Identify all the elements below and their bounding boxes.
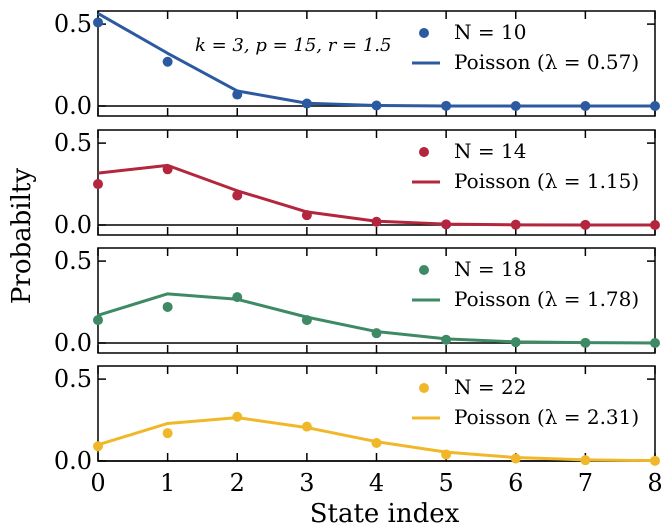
data-point bbox=[510, 101, 521, 111]
legend-marker bbox=[419, 383, 429, 393]
legend-marker bbox=[419, 147, 429, 157]
data-point bbox=[580, 337, 591, 348]
x-tick-label: 1 bbox=[160, 469, 175, 497]
data-point bbox=[93, 179, 103, 190]
legend-points-label: N = 22 bbox=[454, 375, 526, 399]
data-point bbox=[441, 100, 452, 111]
data-point bbox=[371, 328, 382, 339]
data-point bbox=[371, 216, 382, 227]
legend-points-label: N = 14 bbox=[454, 139, 526, 163]
y-tick-label: 0.5 bbox=[54, 10, 92, 38]
legend-line-label: Poisson (λ = 1.78) bbox=[454, 287, 639, 311]
data-point bbox=[371, 100, 382, 111]
data-point bbox=[441, 449, 452, 460]
data-point bbox=[371, 437, 382, 448]
y-tick-label: 0.0 bbox=[54, 211, 92, 239]
legend-line-label: Poisson (λ = 2.31) bbox=[454, 405, 639, 429]
data-point bbox=[510, 219, 521, 230]
x-tick-label: 2 bbox=[230, 469, 245, 497]
data-point bbox=[232, 292, 243, 303]
data-point bbox=[510, 337, 521, 348]
data-point bbox=[162, 301, 173, 312]
data-point bbox=[650, 101, 660, 111]
y-tick-label: 0.5 bbox=[54, 129, 92, 157]
legend-marker bbox=[419, 28, 429, 38]
data-point bbox=[162, 56, 173, 67]
legend-line-label: Poisson (λ = 1.15) bbox=[454, 169, 639, 193]
data-point bbox=[580, 455, 591, 466]
x-tick-label: 5 bbox=[438, 469, 453, 497]
x-tick-label: 6 bbox=[508, 469, 523, 497]
data-point bbox=[441, 334, 452, 345]
data-point bbox=[301, 98, 312, 109]
parameter-annotation: k = 3, p = 15, r = 1.5 bbox=[195, 35, 391, 56]
data-point bbox=[93, 441, 103, 452]
x-tick-label: 7 bbox=[578, 469, 593, 497]
data-point bbox=[441, 219, 452, 230]
legend-points-label: N = 10 bbox=[454, 20, 526, 44]
x-tick-label: 4 bbox=[369, 469, 384, 497]
data-point bbox=[93, 17, 103, 28]
x-tick-label: 0 bbox=[90, 469, 105, 497]
y-tick-label: 0.0 bbox=[54, 329, 92, 357]
data-point bbox=[93, 315, 103, 326]
data-point bbox=[580, 219, 591, 230]
data-point bbox=[162, 164, 173, 175]
legend-line-label: Poisson (λ = 0.57) bbox=[454, 50, 639, 74]
legend-marker bbox=[419, 265, 429, 275]
data-point bbox=[650, 220, 660, 230]
x-axis-title: State index bbox=[310, 499, 460, 527]
data-point bbox=[510, 453, 521, 464]
y-tick-label: 0.0 bbox=[54, 92, 92, 120]
data-point bbox=[232, 89, 243, 100]
data-point bbox=[650, 338, 660, 348]
y-tick-label: 0.5 bbox=[54, 247, 92, 275]
data-point bbox=[232, 190, 243, 201]
x-tick-label: 8 bbox=[647, 469, 662, 497]
y-tick-label: 0.5 bbox=[54, 365, 92, 393]
data-point bbox=[301, 315, 312, 326]
data-point bbox=[162, 428, 173, 439]
y-tick-label: 0.0 bbox=[54, 447, 92, 475]
y-axis-title: Probabilty bbox=[7, 168, 37, 304]
data-point bbox=[580, 101, 591, 111]
data-point bbox=[301, 210, 312, 221]
x-tick-label: 3 bbox=[299, 469, 314, 497]
legend-points-label: N = 18 bbox=[454, 257, 526, 281]
data-point bbox=[301, 421, 312, 432]
data-point bbox=[232, 411, 243, 422]
data-point bbox=[650, 455, 660, 466]
